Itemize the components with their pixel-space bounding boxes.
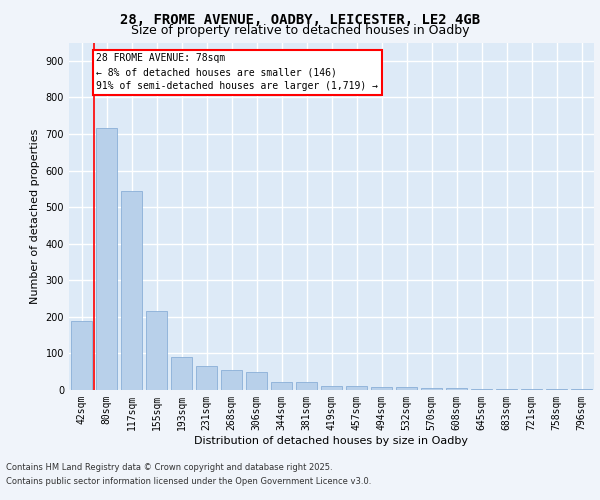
Bar <box>571 388 592 390</box>
Bar <box>296 382 317 390</box>
Bar <box>271 382 292 390</box>
X-axis label: Distribution of detached houses by size in Oadby: Distribution of detached houses by size … <box>194 436 469 446</box>
Bar <box>96 128 117 390</box>
Bar <box>196 366 217 390</box>
Text: Contains public sector information licensed under the Open Government Licence v3: Contains public sector information licen… <box>6 477 371 486</box>
Text: Contains HM Land Registry data © Crown copyright and database right 2025.: Contains HM Land Registry data © Crown c… <box>6 464 332 472</box>
Bar <box>221 370 242 390</box>
Bar <box>371 387 392 390</box>
Bar <box>521 388 542 390</box>
Bar <box>246 372 267 390</box>
Text: 28 FROME AVENUE: 78sqm
← 8% of detached houses are smaller (146)
91% of semi-det: 28 FROME AVENUE: 78sqm ← 8% of detached … <box>97 54 379 92</box>
Bar <box>321 386 342 390</box>
Bar <box>546 388 567 390</box>
Bar <box>471 388 492 390</box>
Bar <box>121 190 142 390</box>
Bar <box>396 388 417 390</box>
Text: Size of property relative to detached houses in Oadby: Size of property relative to detached ho… <box>131 24 469 37</box>
Bar <box>446 388 467 390</box>
Bar <box>496 388 517 390</box>
Bar <box>171 357 192 390</box>
Text: 28, FROME AVENUE, OADBY, LEICESTER, LE2 4GB: 28, FROME AVENUE, OADBY, LEICESTER, LE2 … <box>120 12 480 26</box>
Bar <box>346 386 367 390</box>
Bar <box>421 388 442 390</box>
Bar <box>71 320 92 390</box>
Bar <box>146 312 167 390</box>
Y-axis label: Number of detached properties: Number of detached properties <box>30 128 40 304</box>
